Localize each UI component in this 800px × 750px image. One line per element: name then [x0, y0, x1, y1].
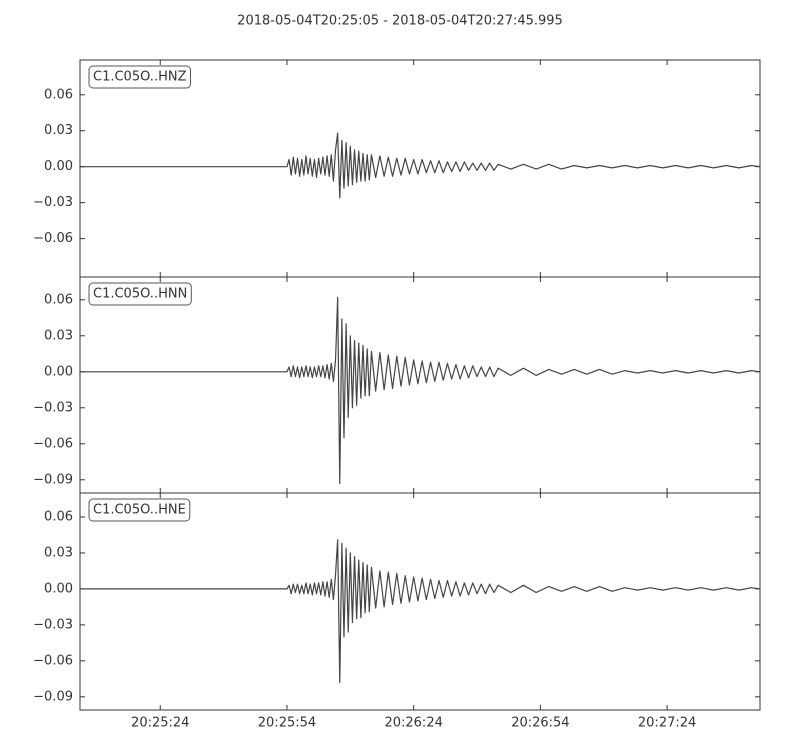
y-tick-label: 0.06	[44, 509, 73, 524]
y-tick-label: 0.00	[44, 581, 73, 596]
y-tick-label: −0.09	[33, 472, 73, 487]
trace-label-box	[88, 65, 191, 89]
y-tick-label: −0.06	[33, 436, 73, 451]
y-tick-label: 0.06	[44, 87, 73, 102]
y-tick-label: 0.03	[44, 328, 73, 343]
y-tick-label: 0.03	[44, 545, 73, 560]
y-tick-label: −0.03	[33, 617, 73, 632]
waveform	[80, 539, 761, 684]
waveform	[80, 296, 761, 484]
y-tick-label: 0.06	[44, 292, 73, 307]
y-tick-label: 0.00	[44, 364, 73, 379]
x-tick-label: 20:26:24	[384, 716, 442, 731]
y-tick-label: −0.06	[33, 231, 73, 246]
y-tick-label: −0.03	[33, 400, 73, 415]
x-tick-label: 20:26:54	[511, 716, 569, 731]
trace-label: C1.C05O..HNZ	[93, 70, 187, 85]
trace-label: C1.C05O..HNE	[93, 503, 186, 518]
trace-label-box	[88, 282, 192, 306]
waveform	[80, 132, 761, 199]
x-tick-label: 20:27:24	[638, 716, 696, 731]
y-tick-label: 0.03	[44, 123, 73, 138]
y-tick-label: −0.09	[33, 689, 73, 704]
trace-label-box	[88, 498, 191, 522]
y-tick-label: −0.06	[33, 653, 73, 668]
x-tick-label: 20:25:24	[131, 716, 189, 731]
plot-frame	[79, 276, 761, 494]
x-tick-label: 20:25:54	[258, 716, 316, 731]
chart-title: 2018-05-04T20:25:05 - 2018-05-04T20:27:4…	[237, 14, 563, 29]
y-tick-label: −0.03	[33, 195, 73, 210]
plot-frame	[79, 492, 761, 711]
y-tick-label: 0.00	[44, 159, 73, 174]
trace-label: C1.C05O..HNN	[93, 287, 187, 302]
